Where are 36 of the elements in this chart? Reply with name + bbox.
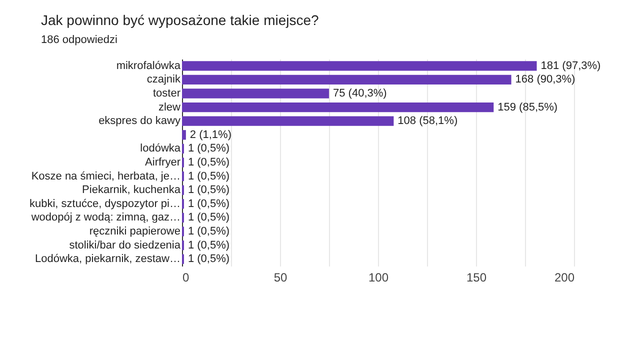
data-label: 1 (0,5%) [188,198,230,210]
y-tick-label: Airfryer [145,156,181,168]
x-tick-label: 200 [554,270,575,284]
data-label: 1 (0,5%) [188,212,230,224]
data-label: 2 (1,1%) [190,128,232,141]
y-tick-label: ręczniki papierowe [89,226,180,238]
y-tick-label: stoliki/bar do siedzenia [69,239,182,252]
y-tick-label: lodówka [140,142,182,155]
x-tick-label: 100 [368,270,389,284]
x-tick-label: 50 [274,270,288,284]
data-label: 181 (97,3%) [540,60,601,72]
data-label: 1 (0,5%) [188,170,230,182]
data-label: 1 (0,5%) [188,156,230,168]
data-label: 1 (0,5%) [188,184,230,196]
data-label: 1 (0,5%) [188,142,230,155]
text: 186 odpowiedzi [40,34,118,46]
data-label: 1 (0,5%) [188,226,230,238]
y-tick-label: Kosze na śmieci, herbata, je… [31,170,180,182]
chart-title: Jak powinno być wyposażone takie miejsce? [40,12,320,28]
data-label: 168 (90,3%) [515,74,576,86]
y-tick-label: czajnik [146,74,181,86]
y-tick-label: kubki, sztućce, dyspozytor pi… [29,198,180,210]
data-label: 1 (0,5%) [188,239,230,252]
data-label: 159 (85,5%) [498,101,558,114]
y-tick-label: mikrofalówka [116,60,182,72]
y-tick-label: Lodówka, piekarnik, zestaw… [34,253,180,266]
y-tick-label: zlew [158,101,181,114]
y-tick-label: Piekarnik, kuchenka [82,184,182,196]
y-tick-label: toster [152,88,181,100]
y-tick-label: wodopój z wodą: zimną, gaz… [30,212,180,224]
x-tick-label: 0 [182,270,190,284]
y-tick-label: ekspres do kawy [98,115,181,128]
x-tick-label: 150 [466,270,487,284]
data-label: 1 (0,5%) [188,253,230,266]
data-label: 108 (58,1%) [398,115,458,128]
data-label: 75 (40,3%) [333,88,387,100]
